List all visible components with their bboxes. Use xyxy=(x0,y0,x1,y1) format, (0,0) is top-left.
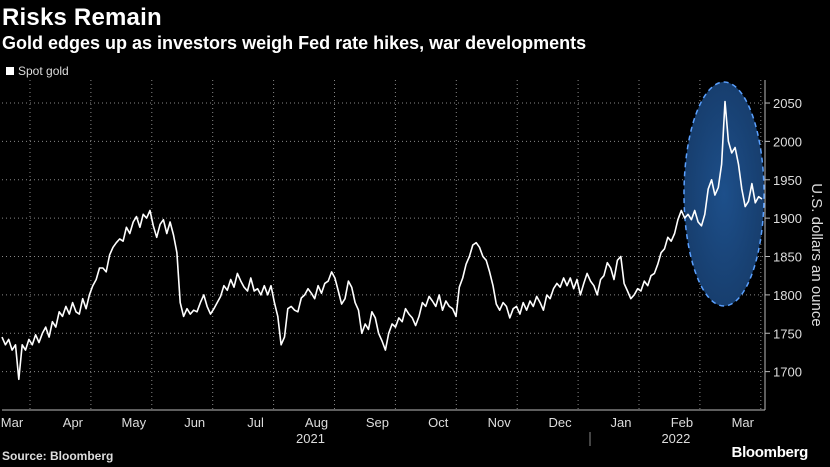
y-tick-label: 1750 xyxy=(773,326,802,341)
source-note: Source: Bloomberg xyxy=(2,449,114,463)
x-tick-label: Dec xyxy=(549,415,573,430)
y-tick-label: 1950 xyxy=(773,173,802,188)
x-tick-label: Mar xyxy=(732,415,755,430)
x-tick-label: Jul xyxy=(247,415,264,430)
x-tick-label: Jan xyxy=(611,415,632,430)
legend-swatch xyxy=(6,67,14,75)
y-tick-label: 1800 xyxy=(773,288,802,303)
x-tick-label: Aug xyxy=(305,415,328,430)
y-tick-label: 2050 xyxy=(773,96,802,111)
y-axis-label: U.S. dollars an ounce xyxy=(808,183,825,326)
y-tick-label: 1900 xyxy=(773,211,802,226)
bloomberg-logo: Bloomberg xyxy=(731,444,809,461)
legend: Spot gold xyxy=(6,64,69,78)
axes xyxy=(2,80,766,411)
x-tick-label: Oct xyxy=(428,415,449,430)
x-tick-labels: Mar Apr May Jun Jul Aug Sep Oct Nov Dec Jan Feb Mar 2… xyxy=(1,415,755,446)
chart-subtitle: Gold edges up as investors weigh Fed rat… xyxy=(2,33,587,53)
x-tick-label: Mar xyxy=(1,415,24,430)
y-tick-label: 1850 xyxy=(773,250,802,265)
y-tick-label: 1700 xyxy=(773,365,802,380)
y-tick-labels: 1700 1750 1800 1850 1900 1950 2000 2050 xyxy=(765,96,802,380)
gridlines xyxy=(2,80,765,410)
legend-label: Spot gold xyxy=(18,64,69,78)
x-tick-label: Jun xyxy=(184,415,205,430)
x-tick-label: Nov xyxy=(488,415,512,430)
x-year-label: 2022 xyxy=(661,431,690,446)
x-tick-label: Apr xyxy=(63,415,84,430)
x-tick-label: May xyxy=(122,415,147,430)
x-tick-label: Sep xyxy=(366,415,389,430)
series-line-spot-gold xyxy=(1,100,763,381)
highlight-ellipse xyxy=(683,81,765,307)
chart-title: Risks Remain xyxy=(2,4,162,31)
x-year-label: 2021 xyxy=(296,431,325,446)
y-tick-label: 2000 xyxy=(773,134,802,149)
x-tick-label: Feb xyxy=(671,415,693,430)
